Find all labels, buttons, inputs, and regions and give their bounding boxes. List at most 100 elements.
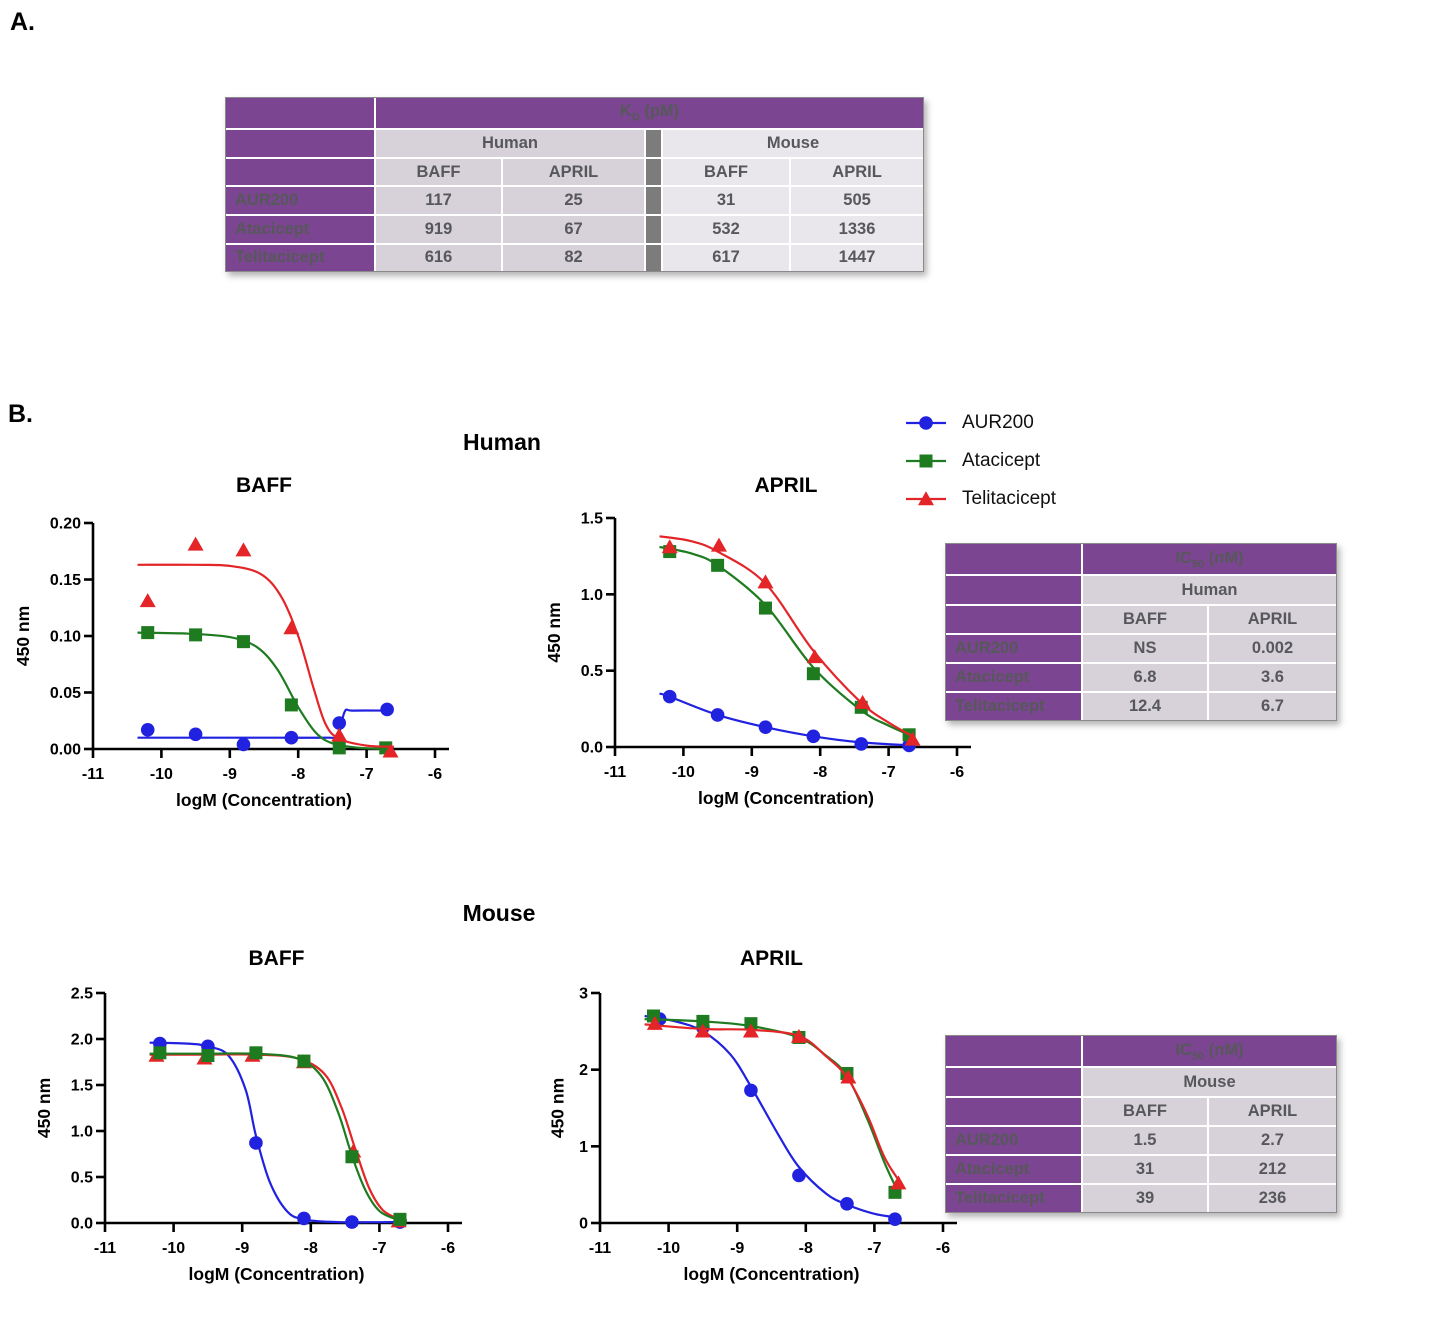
value-cell: 12.4 xyxy=(1083,693,1209,720)
corner-cell xyxy=(946,1036,1083,1069)
value-cell: 617 xyxy=(663,244,791,271)
corner-cell xyxy=(946,1097,1083,1127)
value-cell: 1447 xyxy=(791,244,924,271)
kd-title-rest: (pM) xyxy=(639,102,680,121)
row-label: Atacicept xyxy=(226,216,376,245)
column-header: BAFF xyxy=(1083,1097,1209,1127)
ic50-title-rest: (nM) xyxy=(1204,1040,1244,1059)
y-axis-label: 450 nm xyxy=(34,1078,54,1138)
group-header-human: Human xyxy=(376,129,646,159)
series-atacicept xyxy=(137,626,393,755)
value-cell: 212 xyxy=(1209,1156,1336,1186)
row-label: Atacicept xyxy=(946,664,1083,694)
column-header: APRIL xyxy=(1209,605,1336,635)
ic50-title-rest: (nM) xyxy=(1204,548,1244,567)
x-axis-label: logM (Concentration) xyxy=(189,1264,365,1284)
table-row: KD (pM) xyxy=(226,98,924,130)
group-header-human: Human xyxy=(1083,576,1336,606)
svg-text:-7: -7 xyxy=(359,766,373,783)
svg-text:0.10: 0.10 xyxy=(50,629,81,646)
chart-title: APRIL xyxy=(755,474,818,497)
table-row: Telitacicept 12.4 6.7 xyxy=(946,693,1336,720)
series-aur200 xyxy=(149,1036,407,1229)
separator-cell xyxy=(646,129,663,159)
svg-text:1.5: 1.5 xyxy=(581,511,603,528)
series-atacicept xyxy=(659,545,916,742)
corner-cell xyxy=(946,544,1083,577)
table-row: IC50 (nM) xyxy=(946,544,1336,577)
value-cell: 6.8 xyxy=(1083,664,1209,694)
chart-human-april: APRIL 0.0 0.5 1.0 1.5 -11 -10 -9 -8 -7 -6 logM (Con… xyxy=(544,474,971,808)
separator-cell xyxy=(646,244,663,271)
ic50-table-human: IC50 (nM) Human BAFF APRIL AUR200 NS 0.0… xyxy=(945,543,1337,721)
chart-mouse-april: APRIL 0 1 2 3 -11 -10 -9 -8 -7 -6 logM (Concentrati… xyxy=(548,947,957,1284)
table-row: Mouse xyxy=(946,1068,1336,1098)
svg-text:2.0: 2.0 xyxy=(71,1032,93,1049)
svg-text:-9: -9 xyxy=(223,766,237,783)
table-row: Telitacicept 616 82 617 1447 xyxy=(226,244,924,271)
series-telitacicept xyxy=(644,1015,907,1190)
svg-text:1.0: 1.0 xyxy=(581,587,603,604)
panel-b-label: B. xyxy=(8,400,33,428)
ic50-title-sub: 50 xyxy=(1191,1049,1205,1062)
table-row: AUR200 NS 0.002 xyxy=(946,634,1336,665)
svg-text:-7: -7 xyxy=(881,764,895,781)
value-cell: 236 xyxy=(1209,1185,1336,1212)
value-cell: 6.7 xyxy=(1209,693,1336,720)
svg-text:1: 1 xyxy=(579,1139,588,1156)
value-cell: 31 xyxy=(1083,1156,1209,1186)
series-aur200 xyxy=(659,689,916,753)
table-row: Human xyxy=(946,576,1336,606)
column-header: APRIL xyxy=(503,158,646,188)
circle-marker-icon xyxy=(906,416,946,430)
axes xyxy=(96,991,462,1232)
svg-text:1.0: 1.0 xyxy=(71,1124,93,1141)
legend-label: Atacicept xyxy=(962,450,1041,471)
svg-text:1.5: 1.5 xyxy=(71,1078,93,1095)
svg-text:-6: -6 xyxy=(950,764,964,781)
svg-text:2: 2 xyxy=(579,1062,588,1079)
ic50-title-main: IC xyxy=(1175,548,1192,567)
separator-cell xyxy=(646,187,663,217)
corner-cell xyxy=(226,129,376,159)
separator-cell xyxy=(646,158,663,188)
corner-cell xyxy=(226,158,376,188)
ic50-table-title: IC50 (nM) xyxy=(1083,1036,1336,1069)
x-axis-label: logM (Concentration) xyxy=(684,1264,860,1284)
table-row: Atacicept 919 67 532 1336 xyxy=(226,216,924,245)
chart-title: BAFF xyxy=(236,474,292,497)
svg-text:-11: -11 xyxy=(604,764,626,781)
legend-item: Telitacicept xyxy=(903,488,1056,510)
svg-text:-9: -9 xyxy=(730,1240,744,1257)
table-row: AUR200 117 25 31 505 xyxy=(226,187,924,217)
kd-table-title: KD (pM) xyxy=(376,98,924,130)
ic50-title-main: IC xyxy=(1175,1040,1192,1059)
kd-title-sub: D xyxy=(631,111,640,124)
x-axis-label: logM (Concentration) xyxy=(698,788,874,808)
value-cell: 25 xyxy=(503,187,646,217)
svg-text:-8: -8 xyxy=(291,766,305,783)
axes xyxy=(606,516,971,756)
column-header: APRIL xyxy=(1209,1097,1336,1127)
corner-cell xyxy=(946,1068,1083,1098)
table-row: Atacicept 31 212 xyxy=(946,1156,1336,1186)
legend-item: AUR200 xyxy=(903,412,1056,434)
row-label: Atacicept xyxy=(946,1156,1083,1186)
legend-label: Telitacicept xyxy=(962,488,1056,509)
svg-text:0.20: 0.20 xyxy=(50,516,81,533)
column-header: BAFF xyxy=(376,158,503,188)
value-cell: 1.5 xyxy=(1083,1126,1209,1157)
section-title-human: Human xyxy=(463,429,541,455)
series-aur200 xyxy=(644,1012,902,1226)
axes xyxy=(84,521,449,758)
value-cell: 2.7 xyxy=(1209,1126,1336,1157)
value-cell: 1336 xyxy=(791,216,924,245)
row-label: AUR200 xyxy=(946,1126,1083,1157)
triangle-marker-icon xyxy=(906,491,946,506)
column-header: BAFF xyxy=(1083,605,1209,635)
chart-title: APRIL xyxy=(740,947,803,970)
corner-cell xyxy=(946,576,1083,606)
value-cell: 117 xyxy=(376,187,503,217)
kd-title-main: K xyxy=(619,102,632,121)
svg-text:0.00: 0.00 xyxy=(50,742,81,759)
